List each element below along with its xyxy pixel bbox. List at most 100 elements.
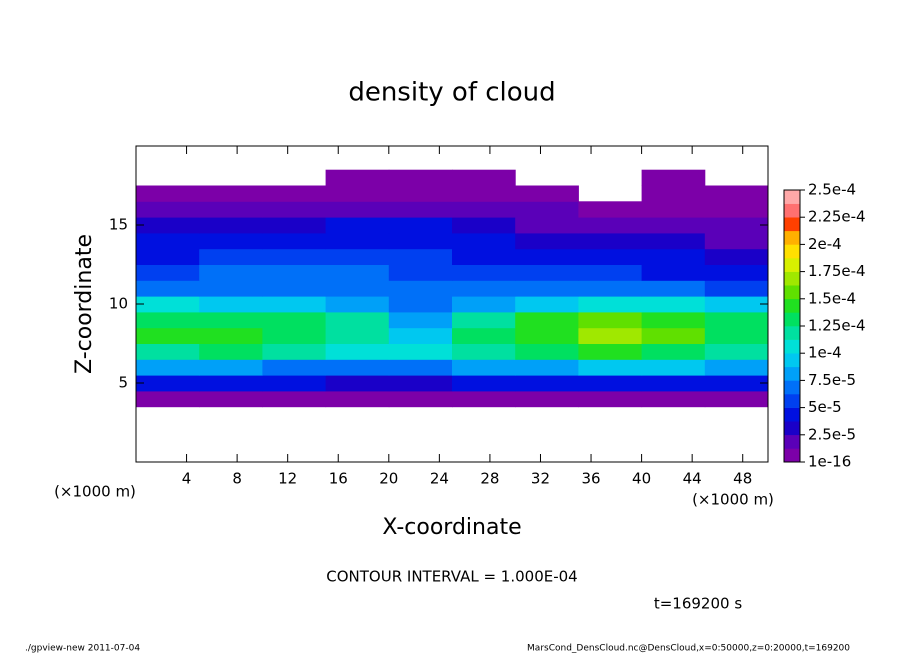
heat-cell [704, 296, 769, 313]
heat-cell [388, 217, 453, 234]
x-tick-label: 36 [581, 470, 600, 488]
heat-cell [452, 375, 516, 392]
heat-cell [641, 264, 706, 281]
colorbar-label: 1.75e-4 [808, 262, 866, 280]
heat-cell [388, 248, 453, 265]
heat-cell [388, 327, 453, 344]
heat-cell [262, 264, 327, 281]
heat-cell [515, 201, 579, 218]
heat-cell [388, 169, 453, 186]
heat-cell [704, 264, 769, 281]
heat-cell [199, 248, 263, 265]
heat-cell [262, 248, 327, 265]
heat-cell [515, 248, 579, 265]
heat-cell [262, 185, 327, 202]
heat-cell [641, 390, 706, 408]
x-tick-label: 32 [531, 470, 550, 488]
heat-cell [199, 375, 263, 392]
colorbar-swatch [784, 244, 800, 259]
heat-cell [641, 201, 706, 218]
colorbar-swatch [784, 339, 800, 354]
colorbar-label: 2e-4 [808, 235, 842, 253]
heat-cell [325, 217, 390, 234]
heat-cell [452, 390, 516, 408]
heat-cell [388, 201, 453, 218]
colorbar-swatch [784, 190, 800, 204]
heat-cell [641, 359, 706, 376]
heat-cell [325, 359, 390, 376]
x-tick-label: 8 [232, 470, 242, 488]
y-tick-label: 10 [109, 295, 128, 313]
heat-cell [136, 343, 200, 360]
x-tick-label: 40 [632, 470, 651, 488]
x-tick-label: 24 [430, 470, 449, 488]
heat-cell [199, 201, 263, 218]
colorbar-swatch [784, 421, 800, 436]
heat-cell [515, 217, 579, 234]
heat-cell [452, 280, 516, 297]
heat-cell [515, 264, 579, 281]
footer-right: MarsCond_DensCloud.nc@DensCloud,x=0:5000… [527, 644, 850, 654]
heat-cell [325, 201, 390, 218]
heat-cell [199, 390, 263, 408]
heat-cell [704, 327, 769, 344]
heat-cell [199, 327, 263, 344]
heat-cell [136, 201, 200, 218]
heat-cell [136, 264, 200, 281]
colorbar-swatch [784, 285, 800, 300]
heat-cell [136, 390, 200, 408]
heat-cell [515, 232, 579, 250]
heat-cell [325, 185, 390, 202]
heat-cell [452, 264, 516, 281]
colorbar-label: 2.5e-5 [808, 425, 856, 443]
colorbar-label: 1.25e-4 [808, 317, 866, 335]
heat-cell [452, 217, 516, 234]
heat-cell [199, 359, 263, 376]
heat-cell [578, 264, 643, 281]
heat-cell [641, 169, 706, 186]
heat-cell [199, 217, 263, 234]
heat-cell [641, 280, 706, 297]
heat-cell [641, 232, 706, 250]
colorbar-swatch [784, 298, 800, 313]
heat-cell [262, 311, 327, 329]
heat-cell [136, 327, 200, 344]
heat-cell [452, 327, 516, 344]
heat-cell [704, 248, 769, 265]
heat-cell [136, 248, 200, 265]
heat-cell [578, 232, 643, 250]
colorbar-swatch [784, 448, 800, 463]
colorbar-label: 2.5e-4 [808, 181, 856, 199]
x-unit-label: (×1000 m) [692, 491, 774, 509]
heat-cell [641, 296, 706, 313]
x-axis-label: X-coordinate [382, 515, 521, 540]
heat-cell [578, 201, 643, 218]
heat-cell [452, 311, 516, 329]
heat-cell [578, 311, 643, 329]
heat-cell [704, 343, 769, 360]
heat-cell [325, 311, 390, 329]
heat-cell [262, 217, 327, 234]
heat-cell [388, 232, 453, 250]
heat-cell [578, 217, 643, 234]
x-tick-label: 44 [683, 470, 702, 488]
heat-cell [199, 311, 263, 329]
heat-cell [325, 169, 390, 186]
heat-cell [262, 390, 327, 408]
heat-cell [388, 359, 453, 376]
colorbar-swatch [784, 434, 800, 449]
heat-cell [199, 232, 263, 250]
heat-cell [578, 248, 643, 265]
colorbar-label: 2.25e-4 [808, 208, 866, 226]
heat-cell [578, 375, 643, 392]
colorbar-swatch [784, 353, 800, 368]
x-tick-label: 4 [182, 470, 192, 488]
heat-cell [704, 375, 769, 392]
heat-cell [388, 296, 453, 313]
colorbar-swatch [784, 407, 800, 422]
heat-cell [136, 359, 200, 376]
x-tick-label: 20 [379, 470, 398, 488]
colorbar-label: 5e-5 [808, 398, 842, 416]
heat-cell [704, 390, 769, 408]
